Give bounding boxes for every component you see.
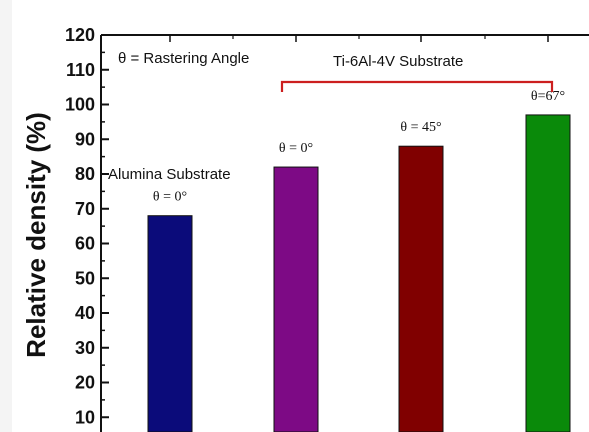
y-tick-label: 70 bbox=[75, 199, 95, 219]
y-tick-label: 90 bbox=[75, 129, 95, 149]
group-bracket bbox=[280, 80, 554, 92]
bar-angle-label: θ = 0° bbox=[279, 141, 313, 156]
bar-angle-label: θ = 0° bbox=[153, 190, 187, 205]
bars bbox=[147, 114, 571, 432]
y-tick-label: 100 bbox=[65, 95, 95, 115]
y-tick-label: 40 bbox=[75, 303, 95, 323]
y-tick-label: 20 bbox=[75, 373, 95, 393]
group-label: Ti-6Al-4V Substrate bbox=[333, 53, 463, 70]
y-tick-label: 30 bbox=[75, 338, 95, 358]
bar-labels: θ = 0° θ = 0° θ = 45° θ=67° bbox=[153, 89, 565, 205]
y-axis: 120 110 100 90 80 70 60 50 40 30 20 10 bbox=[65, 25, 109, 432]
y-tick-label: 50 bbox=[75, 268, 95, 288]
bar bbox=[147, 215, 193, 432]
bar bbox=[273, 166, 319, 432]
y-tick-label: 120 bbox=[65, 25, 95, 45]
y-axis-label: Relative density (%) bbox=[21, 112, 51, 358]
y-tick-label: 60 bbox=[75, 234, 95, 254]
y-tick-label: 10 bbox=[75, 407, 95, 427]
alumina-label: Alumina Substrate bbox=[108, 166, 231, 183]
bar bbox=[525, 114, 571, 432]
bar-angle-label: θ=67° bbox=[531, 89, 565, 104]
bar bbox=[398, 145, 444, 432]
y-tick-label: 110 bbox=[66, 60, 95, 80]
y-tick-label: 80 bbox=[75, 164, 95, 184]
legend-note: θ = Rastering Angle bbox=[118, 50, 249, 67]
top-axis bbox=[101, 34, 589, 42]
bar-angle-label: θ = 45° bbox=[400, 120, 441, 135]
